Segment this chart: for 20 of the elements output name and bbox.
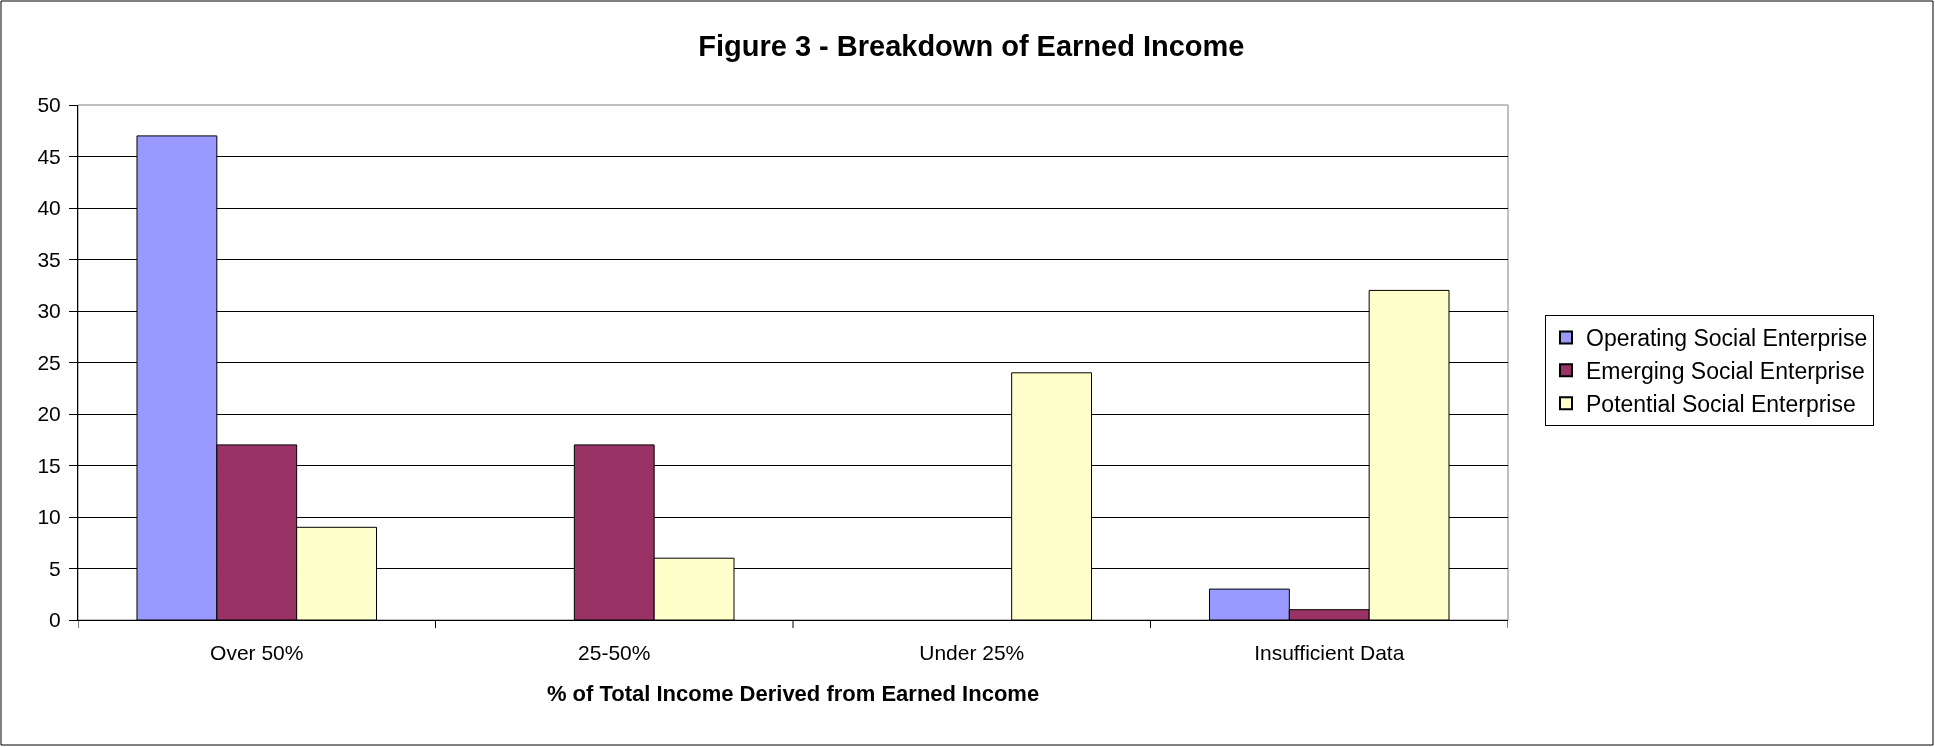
y-tick-label: 50 (37, 93, 61, 117)
y-tick-label: 35 (37, 247, 61, 271)
legend-label: Emerging Social Enterprise (1586, 358, 1865, 385)
y-tick-label: 15 (37, 453, 61, 477)
chart-title: Figure 3 - Breakdown of Earned Income (698, 30, 1245, 63)
x-tick-label: Over 50% (210, 641, 304, 665)
y-tick-label: 10 (37, 505, 61, 529)
x-tick-label: Under 25% (919, 641, 1025, 665)
x-axis-title: % of Total Income Derived from Earned Income (546, 681, 1040, 707)
y-tick-label: 25 (37, 350, 61, 374)
y-tick-label: 40 (37, 196, 61, 220)
y-tick-label: 0 (49, 608, 61, 632)
legend-label: Potential Social Enterprise (1586, 391, 1856, 418)
legend-label: Operating Social Enterprise (1586, 325, 1868, 352)
y-tick-label: 45 (37, 144, 61, 168)
x-tick-label: 25-50% (578, 641, 651, 665)
x-tick-label: Insufficient Data (1254, 641, 1405, 665)
y-tick-label: 30 (37, 299, 61, 323)
y-tick-label: 20 (37, 402, 61, 426)
y-tick-label: 5 (49, 556, 61, 580)
